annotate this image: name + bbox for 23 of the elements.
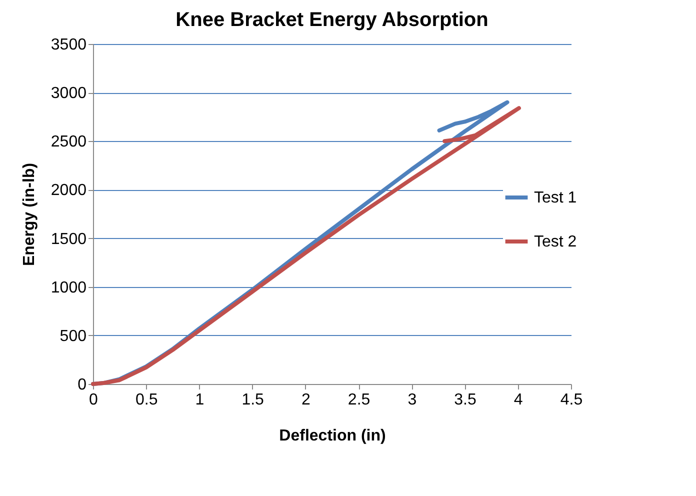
y-tick-label: 1000	[50, 279, 87, 296]
y-tick-label: 3000	[50, 85, 87, 102]
x-tick-label: 1.5	[242, 392, 264, 408]
y-tick-label: 2000	[50, 182, 87, 200]
y-tick-label: 2500	[50, 134, 87, 151]
y-tick-label: 3500	[50, 36, 87, 54]
x-tick-label: 4.5	[560, 392, 583, 408]
chart-title: Knee Bracket Energy Absorption	[176, 9, 488, 31]
y-tick-label: 500	[60, 328, 87, 345]
x-tick-label: 4	[514, 392, 523, 408]
x-tick-label: 0	[89, 392, 98, 408]
x-tick-label: 2.5	[348, 392, 370, 408]
y-tick-label: 1500	[50, 230, 87, 248]
y-axis-title: Energy (in-lb)	[20, 162, 38, 266]
legend-label: Test 1	[534, 190, 577, 206]
x-tick-label: 1	[195, 392, 204, 408]
x-tick-label: 2	[301, 392, 310, 408]
legend-label: Test 2	[534, 234, 577, 250]
y-tick-label: 0	[78, 376, 87, 394]
x-tick-label: 3.5	[454, 392, 476, 408]
x-tick-label: 0.5	[135, 392, 158, 408]
x-tick-label: 3	[408, 392, 417, 408]
x-axis-title: Deflection (in)	[279, 428, 386, 444]
